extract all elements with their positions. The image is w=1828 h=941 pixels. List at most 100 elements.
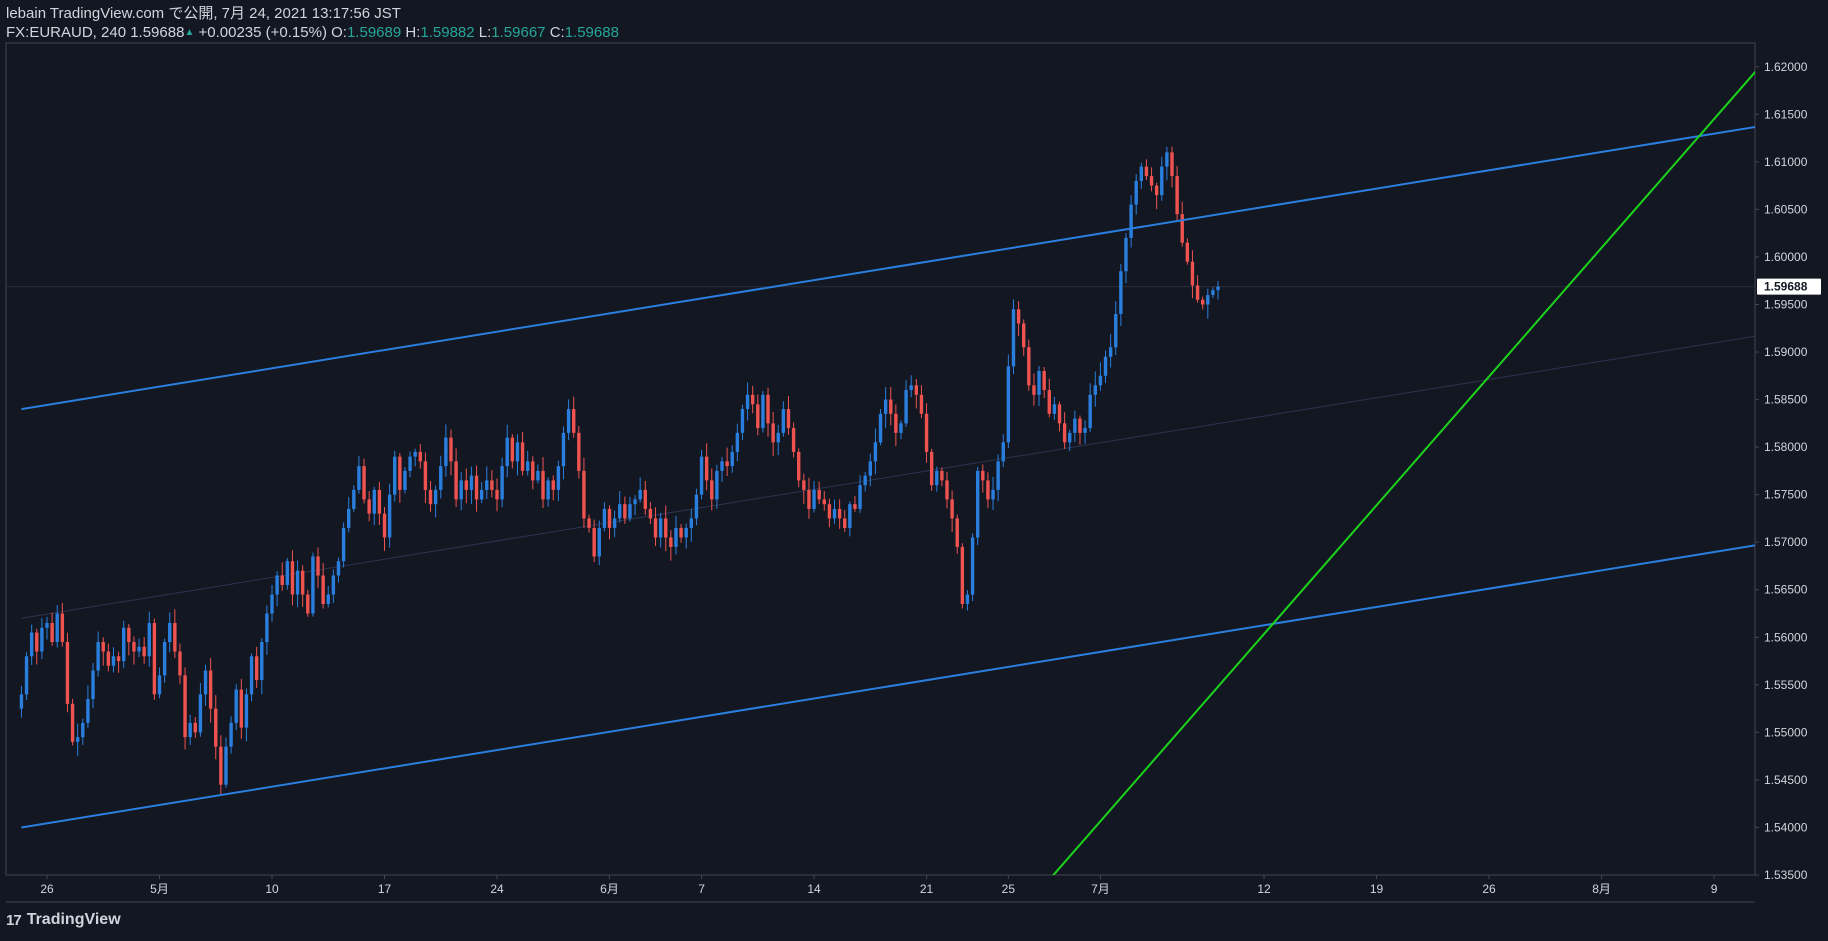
time-tick-label: 25: [1002, 882, 1016, 896]
candle-body: [157, 675, 162, 695]
candle-body: [188, 722, 192, 738]
candle-body: [1016, 309, 1021, 324]
candle-body: [260, 642, 264, 681]
candle-body: [566, 409, 571, 433]
time-tick-label: 17: [378, 882, 392, 896]
candle-body: [106, 651, 111, 666]
candle-body: [290, 561, 295, 595]
time-tick-label: 21: [920, 882, 934, 896]
candle-body: [1200, 299, 1205, 305]
candle-body: [147, 623, 151, 657]
candle-body: [1006, 366, 1011, 443]
price-axis[interactable]: 1.62000 1.61500 1.61000 1.60500 1.60000 1.595…: [1755, 60, 1821, 882]
candle-body: [909, 385, 913, 391]
drawing-lines-group[interactable]: [21, 43, 1828, 880]
candle-body: [398, 456, 402, 490]
candle-body: [70, 703, 75, 742]
candle-body: [914, 385, 919, 395]
candle-body: [377, 489, 382, 514]
close-label: C:: [549, 24, 565, 41]
candle-body: [449, 437, 453, 462]
candle-body: [1160, 166, 1164, 196]
price-tick-label: 1.58000: [1764, 440, 1808, 454]
candle-body: [924, 413, 929, 452]
candle-body: [1068, 432, 1072, 443]
candle-body: [428, 489, 433, 505]
candle-body: [1027, 347, 1031, 386]
candle-body: [1103, 356, 1108, 376]
candle-body: [812, 489, 816, 509]
time-tick-label: 9: [1711, 882, 1718, 896]
candle-body: [1042, 371, 1046, 391]
time-tick-label: 19: [1370, 882, 1384, 896]
green-trendline[interactable]: [1049, 43, 1780, 880]
candle-body: [1037, 371, 1041, 395]
candle-body: [791, 428, 796, 452]
candle-body: [208, 670, 213, 709]
candle-body: [111, 656, 116, 666]
candle-body: [684, 527, 688, 538]
channel-lower-line[interactable]: [21, 528, 1828, 829]
candle-body: [740, 409, 745, 433]
candle-body: [873, 442, 878, 462]
candle-body: [781, 409, 786, 433]
candle-body: [265, 613, 269, 643]
price-tick-label: 1.59500: [1764, 297, 1808, 311]
candle-body: [234, 689, 238, 723]
candle-body: [878, 413, 883, 443]
candle-body: [444, 437, 448, 467]
candle-body: [602, 508, 607, 528]
candle-body: [643, 489, 647, 509]
price-tick-label: 1.53500: [1764, 868, 1808, 882]
candle-body: [899, 423, 903, 433]
candle-body: [454, 461, 458, 500]
candle-body: [19, 694, 24, 709]
time-axis[interactable]: 26 5月 10 17 24 6月 7 14 21 25 7月 12 19 26 8月 9: [40, 875, 1718, 896]
candle-body: [91, 670, 95, 700]
candle-body: [423, 461, 428, 490]
candle-body: [362, 466, 366, 500]
candle-body: [162, 642, 167, 676]
candle-body: [1139, 166, 1144, 181]
candle-body: [868, 461, 872, 476]
candle-body: [1022, 323, 1026, 348]
candle-body: [413, 451, 417, 457]
candle-body: [178, 651, 182, 676]
candle-body: [863, 475, 867, 486]
candle-body: [300, 570, 305, 595]
candle-body: [945, 480, 949, 500]
candle-body: [822, 499, 826, 505]
candle-body: [725, 461, 729, 467]
candle-body: [1098, 375, 1103, 386]
candle-body: [464, 480, 469, 490]
candle-body: [1170, 152, 1174, 177]
candle-body: [101, 642, 105, 652]
candle-body: [254, 656, 259, 681]
candle-body: [193, 722, 197, 733]
candle-body: [86, 699, 90, 723]
candle-body: [658, 518, 663, 538]
time-tick-label: 24: [490, 882, 504, 896]
candle-body: [198, 694, 203, 733]
candle-body: [950, 499, 954, 519]
channel-upper-line[interactable]: [21, 110, 1828, 411]
candle-body: [1180, 214, 1184, 243]
candle-body: [960, 546, 965, 605]
candle-body: [311, 556, 315, 614]
candle-body: [183, 675, 187, 738]
candle-body: [50, 623, 54, 643]
last-price-label: 1.59688: [1764, 280, 1808, 294]
price-tick-label: 1.60000: [1764, 250, 1808, 264]
candle-body: [807, 489, 811, 509]
candle-body: [704, 456, 709, 481]
tradingview-logo[interactable]: 17 TradingView: [6, 911, 121, 929]
candle-body: [1134, 180, 1138, 205]
candle-body: [669, 537, 673, 547]
candle-body: [1119, 271, 1123, 314]
candle-body: [357, 466, 361, 490]
candle-body: [853, 504, 857, 509]
candle-body: [306, 594, 310, 614]
candle-body: [244, 694, 249, 728]
candle-body: [1001, 442, 1005, 462]
